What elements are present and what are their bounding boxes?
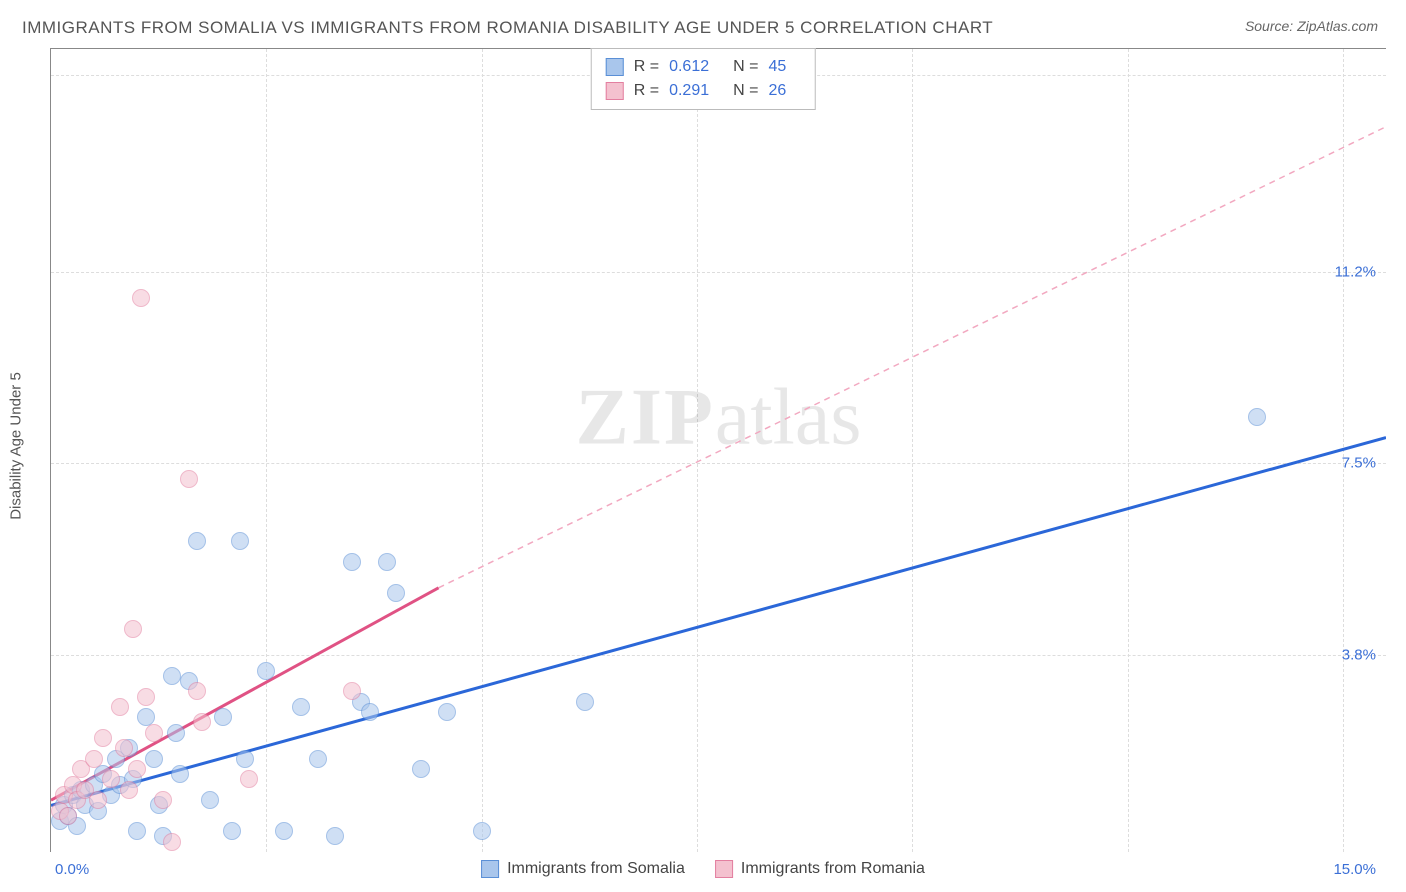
data-point: [275, 822, 293, 840]
data-point: [193, 713, 211, 731]
data-point: [1248, 408, 1266, 426]
data-point: [128, 822, 146, 840]
data-point: [438, 703, 456, 721]
data-point: [361, 703, 379, 721]
data-point: [214, 708, 232, 726]
data-point: [257, 662, 275, 680]
data-point: [201, 791, 219, 809]
data-point: [102, 770, 120, 788]
data-point: [576, 693, 594, 711]
data-point: [137, 688, 155, 706]
data-point: [111, 698, 129, 716]
data-point: [343, 553, 361, 571]
data-point: [223, 822, 241, 840]
data-point: [236, 750, 254, 768]
data-point: [163, 833, 181, 851]
data-point: [309, 750, 327, 768]
data-point: [188, 682, 206, 700]
legend-item-somalia: Immigrants from Somalia: [481, 860, 685, 878]
legend-stats-row-somalia: R = 0.612 N = 45: [606, 55, 801, 79]
data-point: [89, 791, 107, 809]
data-point: [163, 667, 181, 685]
source-label: Source: ZipAtlas.com: [1245, 18, 1378, 34]
legend-item-romania: Immigrants from Romania: [715, 860, 925, 878]
data-point: [387, 584, 405, 602]
data-point: [326, 827, 344, 845]
chart-title: IMMIGRANTS FROM SOMALIA VS IMMIGRANTS FR…: [22, 18, 993, 37]
legend-stats: R = 0.612 N = 45 R = 0.291 N = 26: [591, 48, 816, 110]
data-point: [59, 807, 77, 825]
swatch-romania: [606, 82, 624, 100]
data-point: [240, 770, 258, 788]
data-point: [120, 781, 138, 799]
data-point: [154, 791, 172, 809]
data-point: [145, 724, 163, 742]
swatch-somalia: [606, 58, 624, 76]
data-point: [167, 724, 185, 742]
data-point: [145, 750, 163, 768]
legend-series: Immigrants from Somalia Immigrants from …: [481, 860, 925, 878]
data-point: [412, 760, 430, 778]
plot-area: ZIPatlas 3.8%7.5%11.2%0.0%15.0%: [50, 48, 1386, 852]
legend-stats-row-romania: R = 0.291 N = 26: [606, 79, 801, 103]
data-point: [180, 470, 198, 488]
swatch-romania-bottom: [715, 860, 733, 878]
x-tick-label: 0.0%: [55, 861, 89, 878]
data-point: [124, 620, 142, 638]
x-tick-label: 15.0%: [1333, 861, 1376, 878]
data-point: [128, 760, 146, 778]
data-point: [473, 822, 491, 840]
swatch-somalia-bottom: [481, 860, 499, 878]
scatter-dots: [51, 49, 1386, 852]
data-point: [231, 532, 249, 550]
data-point: [171, 765, 189, 783]
data-point: [85, 750, 103, 768]
data-point: [378, 553, 396, 571]
data-point: [94, 729, 112, 747]
data-point: [188, 532, 206, 550]
data-point: [115, 739, 133, 757]
data-point: [132, 289, 150, 307]
y-axis-title: Disability Age Under 5: [8, 372, 25, 520]
data-point: [343, 682, 361, 700]
data-point: [292, 698, 310, 716]
